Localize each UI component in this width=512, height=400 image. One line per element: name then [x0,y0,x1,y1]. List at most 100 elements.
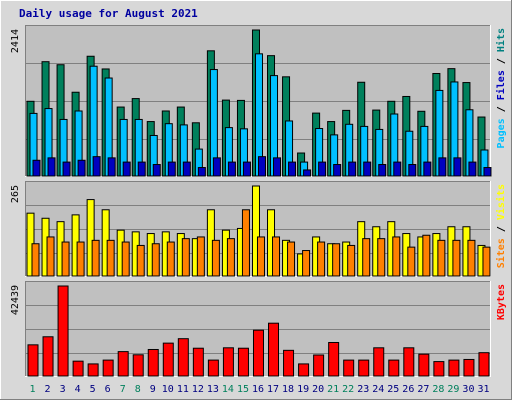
bar-visits-sites-2 [46,236,55,277]
x-tick-label-5: 5 [90,384,96,395]
bar-kbytes-kbytes-26 [403,347,415,377]
bar-hits-pages-16 [257,156,266,177]
bar-visits-sites-15 [241,209,250,277]
x-tick-label-20: 20 [312,384,324,395]
bar-kbytes-kbytes-16 [252,329,264,377]
bar-kbytes-kbytes-3 [57,285,69,377]
panel-hits-legend: Pages / Files / Hits [495,28,507,148]
chart-title: Daily usage for August 2021 [19,7,198,20]
bar-visits-visits-5 [86,199,95,277]
legend-entry: Sites [495,238,507,268]
panel-visits-legend: Sites / Visits [495,184,507,268]
x-tick-label-8: 8 [135,384,141,395]
bar-kbytes-kbytes-11 [177,338,189,377]
x-tick-label-30: 30 [462,384,474,395]
bar-hits-pages-9 [152,164,161,177]
x-tick-label-15: 15 [237,384,249,395]
bar-hits-pages-12 [197,167,206,177]
bar-kbytes-kbytes-15 [237,347,249,377]
x-tick-label-27: 27 [417,384,429,395]
bar-kbytes-kbytes-2 [42,336,54,377]
bar-kbytes-kbytes-29 [448,359,460,377]
bar-kbytes-kbytes-20 [313,354,325,377]
x-tick-label-17: 17 [267,384,279,395]
bar-visits-sites-28 [437,239,446,277]
bar-hits-pages-20 [318,161,327,177]
x-tick-label-24: 24 [372,384,384,395]
legend-entry: / [496,220,507,238]
legend-entry: / [496,52,507,70]
bar-hits-pages-31 [483,167,492,177]
bar-kbytes-kbytes-18 [283,349,295,377]
bar-hits-pages-26 [408,164,417,177]
x-tick-label-16: 16 [252,384,264,395]
bar-hits-pages-19 [303,169,312,177]
bar-kbytes-kbytes-6 [102,359,114,377]
bar-visits-sites-3 [61,241,70,277]
bar-visits-sites-1 [31,243,40,277]
panel-kbytes-ymax-label: 42439 [10,285,21,315]
bar-hits-pages-25 [393,161,402,177]
bar-hits-pages-7 [122,161,131,177]
bar-hits-pages-23 [363,161,372,177]
x-tick-label-3: 3 [60,384,66,395]
legend-entry: Visits [495,184,507,220]
bar-visits-sites-10 [166,241,175,277]
bar-visits-sites-30 [467,239,476,277]
bar-hits-pages-14 [227,161,236,177]
x-tick-label-6: 6 [105,384,111,395]
bar-visits-sites-14 [226,238,235,277]
bar-visits-sites-31 [482,246,491,277]
x-tick-label-18: 18 [282,384,294,395]
bar-kbytes-kbytes-31 [478,352,490,377]
bar-visits-sites-23 [362,238,371,277]
bar-visits-sites-9 [151,243,160,277]
bar-hits-pages-30 [468,161,477,177]
x-axis-labels: 1 2 3 4 5 6 7 8 9 10 11 12 13 14 15 16 17 18 19 20 21 22 23 24 2… [30,384,490,395]
x-tick-label-9: 9 [150,384,156,395]
bar-visits-sites-17 [272,236,281,277]
x-tick-label-10: 10 [162,384,174,395]
x-tick-label-11: 11 [177,384,189,395]
x-tick-label-2: 2 [45,384,51,395]
bar-visits-sites-25 [392,236,401,277]
bar-kbytes-kbytes-27 [418,353,430,377]
bar-visits-sites-18 [287,241,296,277]
x-tick-label-26: 26 [402,384,414,395]
legend-entry: KBytes [496,284,507,320]
x-tick-label-1: 1 [30,384,36,395]
bar-visits-sites-13 [211,239,220,277]
bar-hits-pages-13 [212,157,221,177]
bar-hits-pages-17 [273,157,282,177]
bar-visits-sites-24 [377,238,386,277]
panel-kbytes-legend: KBytes [496,284,507,320]
bar-visits-sites-12 [196,236,205,277]
x-tick-label-23: 23 [357,384,369,395]
bar-kbytes-kbytes-19 [298,363,310,377]
x-tick-label-21: 21 [327,384,339,395]
bar-visits-sites-4 [76,241,85,277]
bar-kbytes-kbytes-14 [222,347,234,377]
bar-hits-pages-1 [32,159,41,177]
bar-hits-pages-22 [348,161,357,177]
bar-hits-pages-6 [107,157,116,177]
panel-visits: 265 Sites / Visits [10,181,507,277]
bar-visits-sites-16 [256,236,265,277]
bar-hits-pages-11 [182,161,191,177]
bar-hits-pages-28 [438,157,447,177]
bar-visits-visits-16 [251,185,260,277]
bar-kbytes-kbytes-30 [463,358,475,377]
bar-visits-sites-7 [121,241,130,277]
bar-kbytes-kbytes-4 [72,360,84,377]
legend-entry: Hits [495,28,507,52]
x-tick-label-22: 22 [342,384,354,395]
bar-kbytes-kbytes-13 [207,359,219,377]
x-tick-label-25: 25 [387,384,399,395]
bar-hits-pages-10 [167,161,176,177]
x-tick-label-19: 19 [297,384,309,395]
bar-kbytes-kbytes-9 [147,348,159,377]
bar-kbytes-kbytes-7 [117,351,129,377]
bar-visits-sites-8 [136,244,145,277]
